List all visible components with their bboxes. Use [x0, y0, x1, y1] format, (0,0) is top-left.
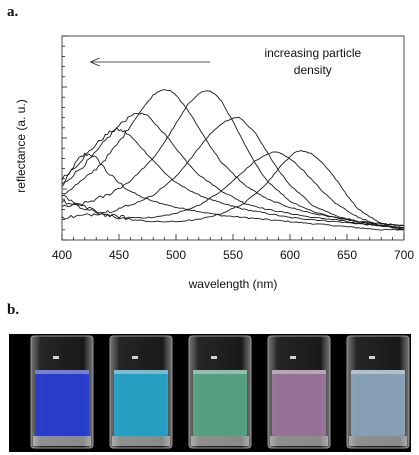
x-tick-label: 400: [52, 248, 72, 262]
cuvette-3: [188, 335, 252, 449]
series-line-6: [61, 116, 405, 229]
axis-ticks: [61, 35, 405, 241]
annotation-line-2: density: [294, 63, 332, 77]
y-axis-label: reflectance (a. u.): [14, 99, 28, 192]
cuvette-5: [346, 335, 410, 449]
annotation-arrow-head: [89, 57, 100, 67]
x-tick-label: 450: [109, 248, 129, 262]
series-line-8: [61, 150, 405, 231]
cuvette-2: [109, 335, 173, 449]
annotation-line-1: increasing particle: [264, 46, 361, 60]
cuvettes: [30, 335, 410, 449]
cuvette-liquid: [272, 370, 326, 436]
x-tick-label: 550: [223, 248, 243, 262]
cuvette-liquid: [193, 370, 247, 436]
cuvette-4: [267, 335, 331, 449]
annotation: increasing particle density: [89, 46, 361, 77]
panel-label-b: b.: [7, 302, 20, 318]
x-tick-label: 700: [394, 248, 414, 262]
plot-frame: [61, 35, 405, 241]
panel-label-a: a.: [7, 4, 19, 20]
series-group: [61, 89, 405, 231]
series-line-5: [61, 90, 405, 227]
x-tick-label: 500: [166, 248, 186, 262]
series-line-7: [61, 151, 405, 231]
x-tick-label: 650: [337, 248, 357, 262]
x-tick-labels: 400 450 500 550 600 650 700: [52, 248, 414, 262]
series-line-4: [61, 89, 404, 227]
cuvette-liquid: [351, 370, 405, 436]
cuvette-1: [30, 335, 94, 449]
x-tick-label: 600: [280, 248, 300, 262]
x-axis-label: wavelength (nm): [188, 277, 278, 291]
reflectance-chart: 400 450 500 550 600 650 700 wavelength (nm) re…: [14, 35, 414, 291]
cuvette-photo: [9, 334, 411, 452]
cuvette-liquid: [114, 370, 168, 436]
series-line-3: [61, 112, 405, 229]
series-line-2: [61, 127, 405, 229]
cuvette-liquid: [35, 370, 89, 436]
series-line-1: [61, 152, 404, 231]
